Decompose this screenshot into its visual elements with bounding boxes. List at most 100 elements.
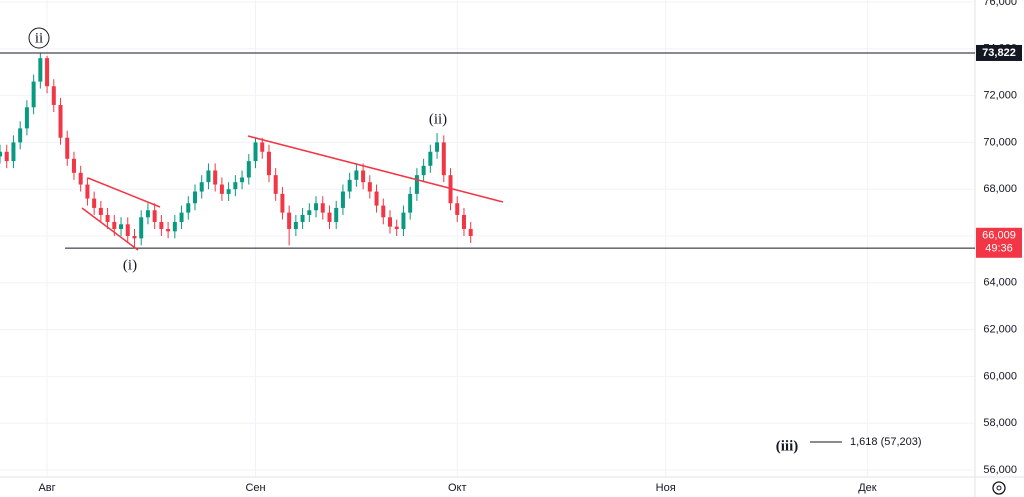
candle-body bbox=[38, 58, 43, 82]
candle-body bbox=[347, 179, 352, 192]
candle-body bbox=[206, 170, 211, 183]
candle-body bbox=[266, 151, 271, 176]
candle-body bbox=[199, 182, 204, 192]
candle-body bbox=[448, 175, 453, 204]
fib-label: 1,618 (57,203) bbox=[850, 436, 922, 448]
candle-body bbox=[394, 226, 399, 229]
x-tick-label: Окт bbox=[448, 482, 467, 494]
level-label: 73,822 bbox=[982, 47, 1016, 59]
candle-body bbox=[260, 142, 265, 152]
candle-body bbox=[112, 221, 117, 229]
candle-body bbox=[334, 207, 339, 222]
wave-label: (iii) bbox=[776, 438, 799, 454]
candle-body bbox=[125, 224, 130, 236]
candle-body bbox=[388, 217, 392, 227]
candle-body bbox=[314, 203, 319, 211]
candle-body bbox=[441, 142, 446, 176]
candle-body bbox=[240, 177, 245, 183]
candle-body bbox=[152, 210, 157, 222]
candle-body bbox=[320, 203, 325, 213]
trendline bbox=[87, 177, 161, 208]
candle-body bbox=[287, 212, 292, 229]
candle-body bbox=[233, 182, 238, 190]
plot bbox=[0, 52, 975, 249]
candle-body bbox=[98, 207, 103, 215]
wave-label: (i) bbox=[123, 257, 137, 273]
y-tick-label: 64,000 bbox=[983, 277, 1017, 289]
candle-body bbox=[139, 217, 144, 239]
x-tick-label: Дек bbox=[858, 482, 877, 494]
candle-body bbox=[435, 142, 440, 152]
y-tick-label: 58,000 bbox=[983, 417, 1017, 429]
candle-body bbox=[45, 58, 50, 87]
candle-body bbox=[145, 210, 150, 218]
candle-body bbox=[455, 203, 460, 215]
candle-body bbox=[71, 158, 76, 173]
candle-body bbox=[414, 175, 419, 194]
settings-icon[interactable] bbox=[992, 481, 1006, 495]
candle-body bbox=[179, 212, 184, 222]
candle-body bbox=[119, 224, 124, 229]
candle-body bbox=[58, 104, 63, 138]
candle-body bbox=[11, 142, 16, 162]
candle-body bbox=[172, 221, 177, 232]
wave-label: ii bbox=[35, 30, 43, 46]
candle-body bbox=[340, 191, 345, 208]
y-tick-label: 68,000 bbox=[983, 183, 1017, 195]
candle-body bbox=[374, 191, 379, 206]
candle-body bbox=[166, 228, 171, 232]
candle-body bbox=[354, 170, 359, 180]
candle-body bbox=[226, 189, 231, 194]
candle-body bbox=[65, 137, 70, 159]
candle-body bbox=[213, 170, 218, 185]
candle-body bbox=[219, 184, 224, 194]
candle-body bbox=[421, 165, 426, 176]
candle-body bbox=[0, 151, 2, 157]
candle-body bbox=[193, 191, 197, 204]
candle-body bbox=[307, 210, 312, 215]
candle-body bbox=[4, 151, 9, 162]
last-price-box bbox=[976, 227, 1022, 258]
x-tick-label: Сен bbox=[245, 482, 265, 494]
wave-label: (ii) bbox=[429, 111, 447, 127]
candle-body bbox=[300, 214, 305, 222]
y-tick-label: 62,000 bbox=[983, 324, 1017, 336]
candle-body bbox=[381, 205, 386, 218]
candle-body bbox=[92, 198, 97, 208]
candle-body bbox=[78, 172, 83, 185]
candle-body bbox=[132, 236, 137, 239]
candle-body bbox=[85, 184, 90, 199]
x-tick-label: Ноя bbox=[656, 482, 676, 494]
wave-circle bbox=[28, 27, 50, 49]
candle-body bbox=[273, 175, 278, 194]
countdown: 49:36 bbox=[985, 243, 1013, 255]
candle-body bbox=[468, 228, 473, 236]
candle-body bbox=[361, 170, 366, 183]
candle-body bbox=[327, 212, 332, 222]
candle-body bbox=[408, 193, 413, 213]
candle-body bbox=[461, 214, 466, 229]
y-tick-label: 56,000 bbox=[983, 464, 1017, 476]
y-tick-label: 60,000 bbox=[983, 370, 1017, 382]
candle-body bbox=[253, 142, 258, 162]
candle-body bbox=[293, 221, 298, 229]
candle-body bbox=[186, 203, 191, 213]
candle-body bbox=[246, 161, 251, 178]
grid bbox=[0, 0, 975, 477]
trendline bbox=[81, 207, 139, 251]
candle-body bbox=[51, 86, 56, 105]
trendline bbox=[247, 135, 504, 203]
candle-body bbox=[367, 182, 372, 192]
y-tick-label: 70,000 bbox=[983, 136, 1017, 148]
candle-body bbox=[401, 212, 406, 229]
candle-body bbox=[159, 221, 164, 229]
candle-body bbox=[24, 107, 29, 129]
candle-body bbox=[428, 151, 433, 166]
candle-body bbox=[18, 128, 23, 143]
level-label-box bbox=[976, 44, 1022, 61]
x-tick-label: Авг bbox=[38, 482, 55, 494]
candle-body bbox=[280, 193, 285, 213]
y-tick-label: 72,000 bbox=[983, 90, 1017, 102]
y-tick-label: 76,000 bbox=[983, 0, 1017, 8]
